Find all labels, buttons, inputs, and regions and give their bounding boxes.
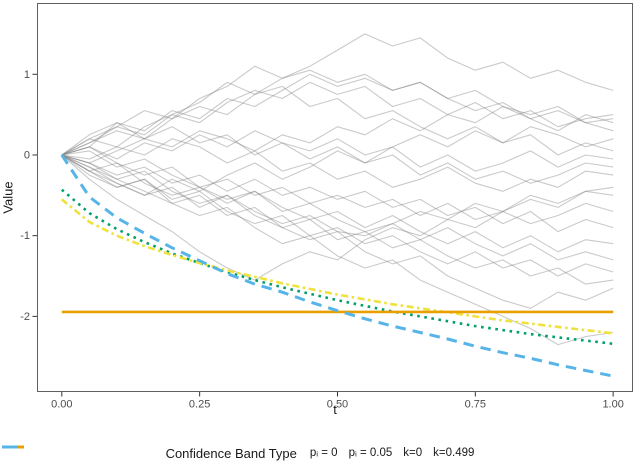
legend-item-label: k=0 [403, 447, 423, 459]
sample-path-line [61, 154, 614, 281]
sample-path-line [61, 154, 614, 253]
sample-path-line [61, 81, 614, 156]
sample-path-line [61, 150, 614, 225]
legend-item-pi-0: pᵢ = 0 [2, 445, 338, 459]
x-axis-title: t [333, 402, 337, 417]
confidence-band-line [60, 198, 614, 335]
legend-item-label: pᵢ = 0 [309, 447, 338, 459]
sample-path-line [61, 122, 614, 184]
x-tick-label: 1.00 [602, 399, 623, 411]
y-tick-label: 1 [24, 69, 30, 81]
legend-item-k-0499: k=0.499 [2, 445, 475, 459]
longdash-line-key-icon [2, 445, 24, 449]
x-tick-label: 0.50 [327, 399, 348, 411]
legend-item-label: k=0.499 [433, 447, 475, 459]
confidence-band-line [60, 188, 614, 346]
x-tick-label: 0.25 [189, 399, 210, 411]
sample-path-line [61, 154, 614, 237]
sample-path-line [61, 154, 614, 309]
legend-item-label: pᵢ = 0.05 [348, 447, 393, 459]
y-tick-label: 0 [24, 149, 30, 161]
x-tick-label: 0.75 [465, 399, 486, 411]
sample-path-line [61, 126, 614, 196]
sample-path-line [61, 154, 614, 233]
y-axis-title: Value [0, 181, 16, 214]
y-tick-label: -1 [20, 230, 30, 242]
legend: Confidence Band Type pᵢ = 0 pᵢ = 0.05 k=… [0, 440, 640, 466]
sample-path-line [61, 81, 614, 156]
confidence-band-line [60, 154, 614, 378]
sample-path-line [61, 130, 614, 172]
sample-path-line [61, 154, 614, 277]
sample-path-line [61, 146, 614, 261]
x-tick-label: 0.00 [51, 399, 72, 411]
sample-path-line [61, 73, 614, 156]
sample-path-line [61, 154, 614, 285]
sample-path-line [61, 65, 614, 156]
legend-title: Confidence Band Type [165, 445, 297, 461]
sample-path-line [61, 33, 614, 156]
sample-path-line [61, 154, 614, 346]
sample-path-line [61, 138, 614, 192]
legend-item-k-0: k=0 [2, 445, 423, 459]
panel-border [37, 3, 633, 392]
y-tick-label: -2 [20, 311, 30, 323]
sample-path-line [61, 105, 614, 164]
legend-item-pi-005: pᵢ = 0.05 [2, 445, 393, 459]
